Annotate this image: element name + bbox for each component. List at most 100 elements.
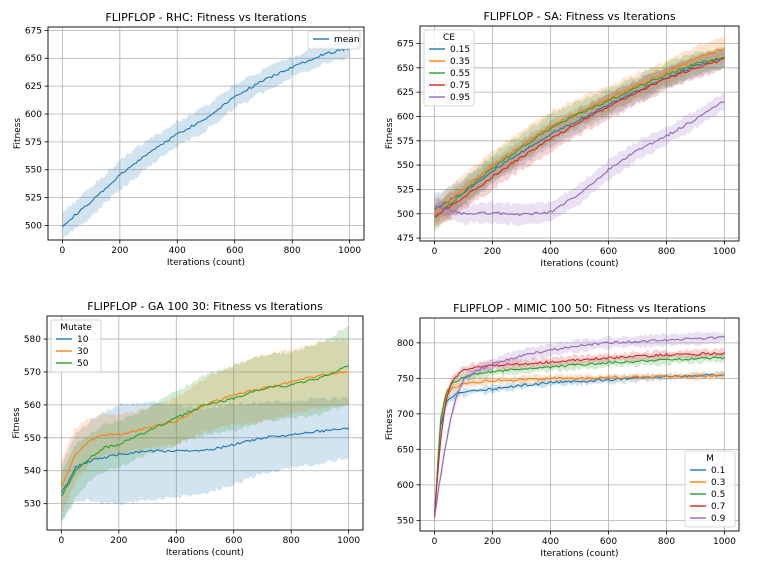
- chart-3: 0 200 400 600 800 1000 530 540 550 560 570 580 FLIPF…: [12, 300, 364, 558]
- series-line-0.3: [433, 374, 725, 517]
- y-tick-label: 550: [24, 434, 41, 444]
- series-band-30: [61, 337, 349, 514]
- x-tick-label: 600: [600, 247, 617, 257]
- series-line-0.7: [433, 351, 725, 518]
- x-tick-label: 200: [484, 537, 501, 547]
- y-axis-label: Fitness: [12, 407, 22, 438]
- y-tick-label: 475: [397, 234, 414, 244]
- y-tick-label: 600: [397, 481, 414, 491]
- legend-entry: mean: [334, 35, 360, 45]
- x-axis-label: Iterations (count): [540, 259, 618, 269]
- series-band-0.3: [434, 370, 725, 525]
- chart-title: FLIPFLOP - SA: Fitness vs Iterations: [483, 10, 675, 23]
- series-line-mean: [61, 47, 350, 228]
- y-tick-label: 675: [25, 26, 42, 36]
- y-tick-label: 675: [397, 40, 414, 50]
- x-tick-label: 1000: [713, 537, 736, 547]
- x-tick-label: 600: [226, 246, 243, 256]
- y-tick-label: 550: [397, 516, 414, 526]
- y-tick-label: 525: [25, 194, 42, 204]
- plot-area: [46, 315, 364, 531]
- chart-title: FLIPFLOP - RHC: Fitness vs Iterations: [105, 11, 306, 24]
- y-axis-label: Fitness: [13, 118, 23, 149]
- x-tick-label: 800: [284, 246, 301, 256]
- series-line-0.75: [434, 57, 725, 218]
- legend-entry: 0.95: [450, 93, 470, 103]
- y-tick-label: 550: [397, 161, 414, 171]
- x-tick-label: 400: [169, 246, 186, 256]
- y-axis-label: Fitness: [385, 118, 395, 149]
- series-line-0.95: [434, 101, 725, 217]
- y-tick-label: 530: [24, 500, 41, 510]
- chart-1: 0 200 400 600 800 1000 500 525 550 575 600 625 650 67…: [13, 11, 365, 268]
- x-tick-label: 200: [110, 536, 127, 546]
- chart-4: 0 200 400 600 800 1000 550 600 650 700 750 800 FLIPF…: [385, 302, 740, 559]
- series-band-0.55: [434, 46, 725, 233]
- legend-entry: 50: [77, 359, 89, 369]
- series-line-0.1: [433, 373, 725, 517]
- legend-box: [307, 30, 361, 50]
- legend-entry: 0.9: [711, 514, 726, 524]
- y-tick-label: 700: [397, 410, 414, 420]
- legend: M 0.1 0.3 0.5 0.7 0.9: [684, 450, 736, 528]
- y-tick-label: 525: [397, 185, 414, 195]
- x-tick-label: 800: [283, 536, 300, 546]
- y-tick-label: 575: [25, 138, 42, 148]
- series-band-10: [61, 396, 349, 523]
- legend-title: CE: [443, 33, 455, 43]
- x-tick-label: 1000: [337, 536, 360, 546]
- series-band-mean: [62, 39, 350, 240]
- legend-entry: 0.15: [450, 45, 470, 55]
- series-line-50: [60, 365, 349, 497]
- series-band-0.75: [434, 49, 725, 229]
- y-tick-label: 540: [24, 467, 41, 477]
- x-tick-label: 600: [225, 536, 242, 546]
- x-tick-label: 0: [432, 537, 438, 547]
- legend-title: Mutate: [60, 323, 92, 333]
- x-tick-label: 400: [542, 247, 559, 257]
- y-tick-label: 750: [397, 374, 414, 384]
- x-tick-label: 200: [484, 247, 501, 257]
- y-tick-label: 600: [397, 112, 414, 122]
- plot-area: [47, 26, 365, 241]
- y-tick-label: 650: [397, 64, 414, 74]
- x-tick-label: 200: [111, 246, 128, 256]
- x-axis-label: Iterations (count): [540, 549, 618, 559]
- series-line-0.15: [434, 56, 725, 211]
- y-tick-label: 650: [25, 54, 42, 64]
- x-tick-label: 0: [432, 247, 438, 257]
- legend-box: [50, 319, 102, 373]
- y-tick-label: 570: [24, 368, 41, 378]
- x-tick-label: 400: [542, 537, 559, 547]
- y-tick-label: 500: [25, 222, 42, 232]
- legend-entry: 0.55: [450, 69, 470, 79]
- legend: CE 0.15 0.35 0.55 0.75 0.95: [423, 29, 475, 107]
- series-line-0.5: [433, 356, 725, 518]
- legend-entry: 0.75: [450, 81, 470, 91]
- x-tick-label: 0: [59, 246, 65, 256]
- series-band-50: [61, 326, 349, 522]
- y-tick-label: 600: [25, 110, 42, 120]
- legend: mean: [307, 30, 361, 50]
- legend-entry: 0.35: [450, 57, 470, 67]
- chart-title: FLIPFLOP - GA 100 30: Fitness vs Iterati…: [87, 300, 323, 313]
- y-tick-label: 625: [25, 82, 42, 92]
- series-line-0.9: [433, 335, 725, 518]
- series-line-0.55: [434, 56, 725, 218]
- legend-entry: 0.3: [711, 478, 725, 488]
- y-axis-label: Fitness: [385, 409, 395, 440]
- x-tick-label: 0: [58, 536, 64, 546]
- legend-entry: 10: [77, 335, 89, 345]
- legend-entry: 0.5: [711, 490, 725, 500]
- y-tick-label: 500: [397, 210, 414, 220]
- series-line-10: [60, 427, 349, 494]
- chart-title: FLIPFLOP - MIMIC 100 50: Fitness vs Iter…: [453, 302, 706, 315]
- legend: Mutate 10 30 50: [50, 319, 102, 373]
- legend-entry: 0.7: [711, 502, 725, 512]
- x-tick-label: 400: [168, 536, 185, 546]
- x-tick-label: 1000: [338, 246, 361, 256]
- plot-area: [419, 25, 740, 242]
- x-tick-label: 800: [658, 537, 675, 547]
- series-band-0.15: [434, 48, 725, 224]
